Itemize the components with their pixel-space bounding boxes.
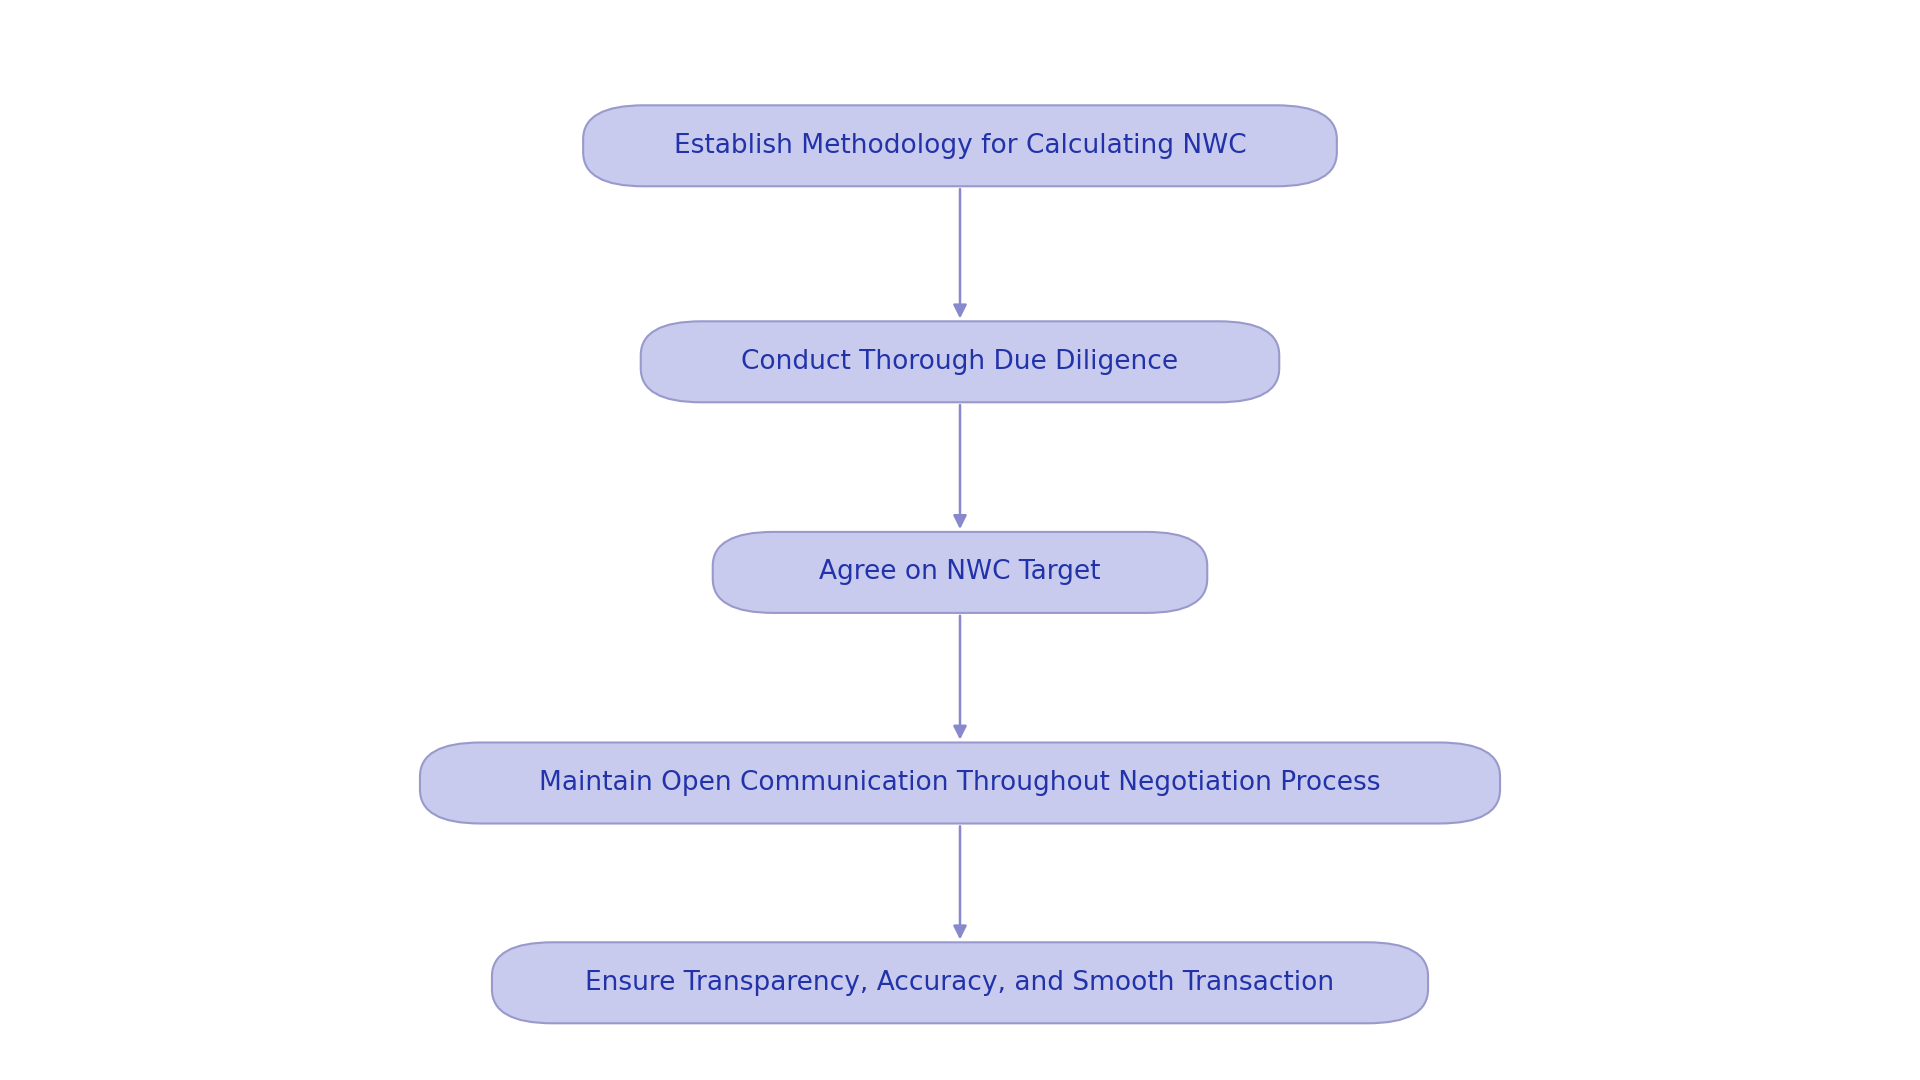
- Text: Conduct Thorough Due Diligence: Conduct Thorough Due Diligence: [741, 349, 1179, 375]
- FancyBboxPatch shape: [420, 743, 1500, 823]
- Text: Maintain Open Communication Throughout Negotiation Process: Maintain Open Communication Throughout N…: [540, 770, 1380, 796]
- Text: Establish Methodology for Calculating NWC: Establish Methodology for Calculating NW…: [674, 133, 1246, 159]
- FancyBboxPatch shape: [712, 532, 1208, 612]
- FancyBboxPatch shape: [584, 106, 1336, 186]
- Text: Agree on NWC Target: Agree on NWC Target: [820, 559, 1100, 585]
- FancyBboxPatch shape: [641, 321, 1279, 402]
- Text: Ensure Transparency, Accuracy, and Smooth Transaction: Ensure Transparency, Accuracy, and Smoot…: [586, 970, 1334, 996]
- FancyBboxPatch shape: [492, 942, 1428, 1024]
